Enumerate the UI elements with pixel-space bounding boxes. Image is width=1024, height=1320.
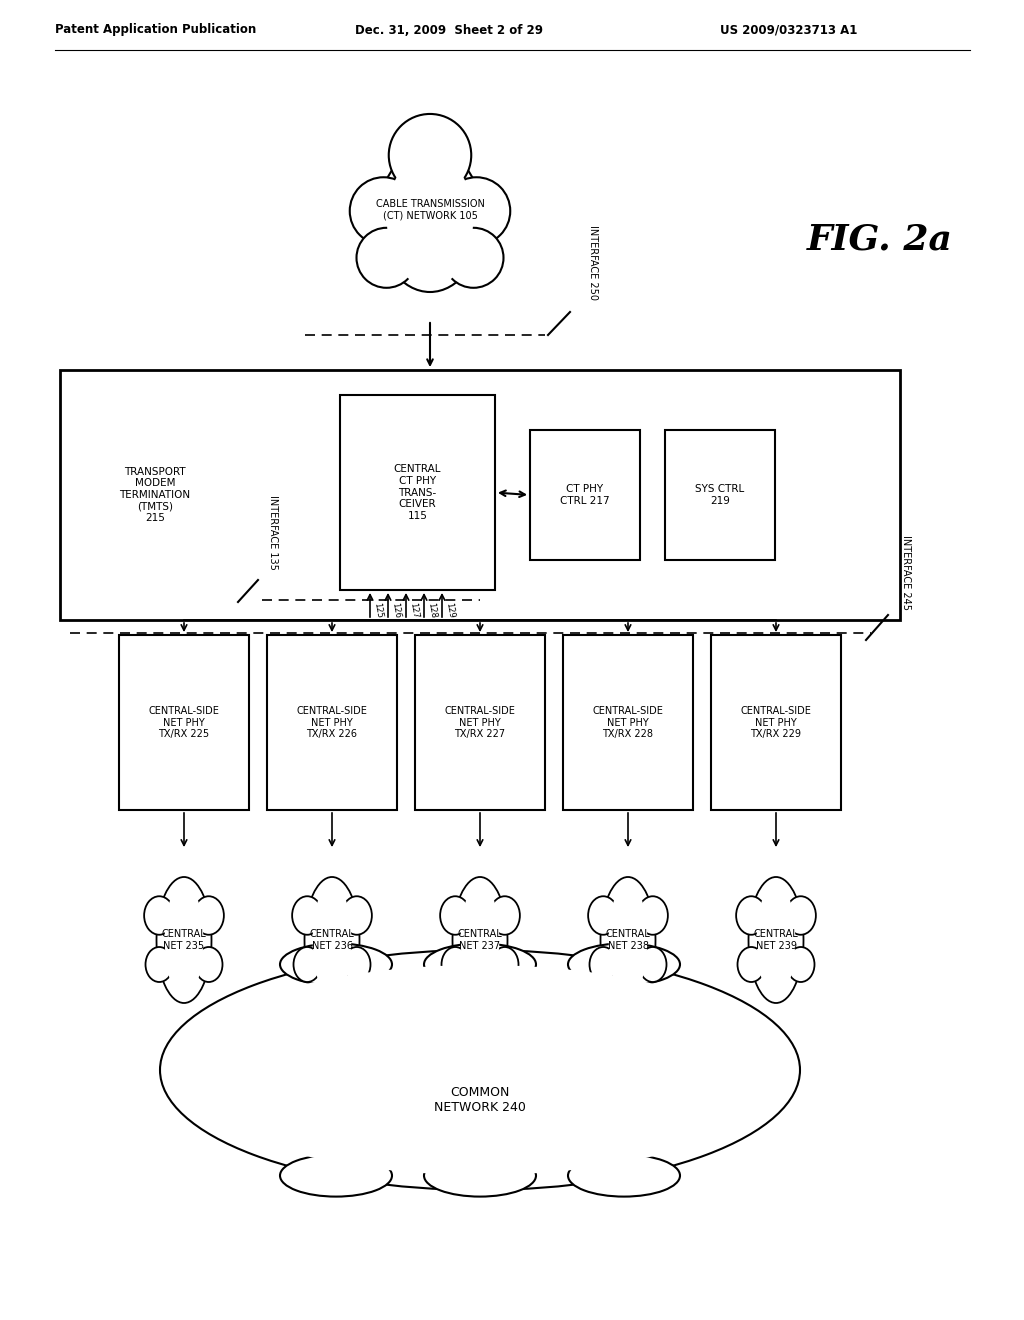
Ellipse shape [588, 896, 618, 935]
Text: CENTRAL-SIDE
NET PHY
TX/RX 229: CENTRAL-SIDE NET PHY TX/RX 229 [740, 706, 811, 739]
Text: INTERFACE 250: INTERFACE 250 [588, 224, 598, 300]
Ellipse shape [608, 882, 647, 998]
Ellipse shape [568, 944, 680, 986]
Bar [665, 430, 775, 560]
Bar [267, 635, 397, 810]
Bar [711, 635, 841, 810]
Text: FIG. 2a: FIG. 2a [807, 223, 953, 257]
Text: CENTRAL-SIDE
NET PHY
TX/RX 225: CENTRAL-SIDE NET PHY TX/RX 225 [148, 706, 219, 739]
Ellipse shape [600, 876, 655, 1003]
Text: 128: 128 [426, 602, 437, 619]
Text: CENTRAL
CT PHY
TRANS-
CEIVER
115: CENTRAL CT PHY TRANS- CEIVER 115 [394, 465, 441, 520]
Ellipse shape [343, 946, 371, 982]
Ellipse shape [490, 946, 518, 982]
Ellipse shape [195, 946, 222, 982]
Ellipse shape [590, 946, 617, 982]
Ellipse shape [489, 896, 520, 935]
Bar [60, 370, 900, 620]
Ellipse shape [785, 896, 816, 935]
Bar [563, 635, 693, 810]
Ellipse shape [568, 1155, 680, 1197]
Ellipse shape [176, 965, 784, 1175]
Text: 125: 125 [372, 602, 384, 619]
Ellipse shape [280, 944, 392, 986]
Bar [415, 635, 545, 810]
Text: CENTRAL
NET 236: CENTRAL NET 236 [309, 929, 354, 950]
Text: CENTRAL
NET 235: CENTRAL NET 235 [162, 929, 207, 950]
Circle shape [389, 114, 471, 197]
Text: CENTRAL-SIDE
NET PHY
TX/RX 228: CENTRAL-SIDE NET PHY TX/RX 228 [593, 706, 664, 739]
Ellipse shape [304, 876, 359, 1003]
Ellipse shape [453, 876, 508, 1003]
Text: COMMON
NETWORK 240: COMMON NETWORK 240 [434, 1086, 526, 1114]
Circle shape [356, 228, 417, 288]
Text: Patent Application Publication: Patent Application Publication [55, 24, 256, 37]
Ellipse shape [737, 946, 765, 982]
Ellipse shape [145, 946, 173, 982]
Text: CENTRAL-SIDE
NET PHY
TX/RX 226: CENTRAL-SIDE NET PHY TX/RX 226 [297, 706, 368, 739]
Bar [119, 635, 249, 810]
Ellipse shape [787, 946, 814, 982]
Text: CABLE TRANSMISSION
(CT) NETWORK 105: CABLE TRANSMISSION (CT) NETWORK 105 [376, 199, 484, 220]
Ellipse shape [378, 148, 482, 292]
Ellipse shape [160, 950, 800, 1191]
Text: TRANSPORT
MODEM
TERMINATION
(TMTS)
215: TRANSPORT MODEM TERMINATION (TMTS) 215 [120, 467, 190, 523]
Text: 129: 129 [444, 602, 456, 619]
Bar [530, 430, 640, 560]
Ellipse shape [424, 944, 536, 986]
Text: Dec. 31, 2009  Sheet 2 of 29: Dec. 31, 2009 Sheet 2 of 29 [355, 24, 543, 37]
Circle shape [442, 177, 510, 244]
Bar [340, 395, 495, 590]
Text: CENTRAL
NET 239: CENTRAL NET 239 [754, 929, 799, 950]
Ellipse shape [441, 946, 469, 982]
Ellipse shape [280, 1155, 392, 1197]
Ellipse shape [387, 153, 473, 288]
Text: CENTRAL-SIDE
NET PHY
TX/RX 227: CENTRAL-SIDE NET PHY TX/RX 227 [444, 706, 515, 739]
Text: CENTRAL
NET 237: CENTRAL NET 237 [458, 929, 503, 950]
Ellipse shape [342, 896, 372, 935]
Circle shape [350, 177, 417, 244]
Ellipse shape [757, 882, 796, 998]
Text: 126: 126 [390, 602, 401, 619]
Circle shape [443, 228, 504, 288]
Ellipse shape [638, 896, 668, 935]
Text: INTERFACE 135: INTERFACE 135 [268, 495, 278, 570]
Text: US 2009/0323713 A1: US 2009/0323713 A1 [720, 24, 857, 37]
Ellipse shape [294, 946, 321, 982]
Ellipse shape [424, 1155, 536, 1197]
Ellipse shape [144, 896, 174, 935]
Ellipse shape [639, 946, 667, 982]
Text: CENTRAL
NET 238: CENTRAL NET 238 [605, 929, 650, 950]
Text: INTERFACE 245: INTERFACE 245 [901, 535, 911, 610]
Ellipse shape [749, 876, 804, 1003]
Text: CT PHY
CTRL 217: CT PHY CTRL 217 [560, 484, 610, 506]
Ellipse shape [292, 896, 323, 935]
Ellipse shape [736, 896, 766, 935]
Ellipse shape [461, 882, 500, 998]
Ellipse shape [312, 882, 351, 998]
Text: SYS CTRL
219: SYS CTRL 219 [695, 484, 744, 506]
Ellipse shape [194, 896, 224, 935]
Ellipse shape [440, 896, 470, 935]
Ellipse shape [165, 882, 203, 998]
Ellipse shape [157, 876, 212, 1003]
Text: 127: 127 [408, 602, 420, 619]
